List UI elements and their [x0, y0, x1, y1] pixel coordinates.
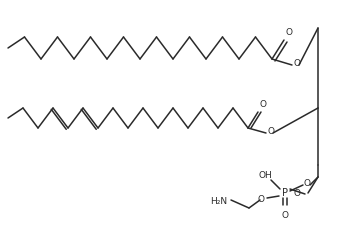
Text: O: O: [260, 100, 267, 109]
Text: O: O: [267, 128, 274, 136]
Text: H₂N: H₂N: [210, 197, 227, 206]
Text: OH: OH: [258, 171, 272, 180]
Text: O: O: [282, 211, 288, 220]
Text: P: P: [282, 188, 288, 198]
Text: O: O: [294, 189, 301, 198]
Text: O: O: [293, 60, 300, 68]
Text: O: O: [258, 196, 265, 204]
Text: O: O: [285, 28, 292, 37]
Text: O: O: [304, 180, 311, 189]
